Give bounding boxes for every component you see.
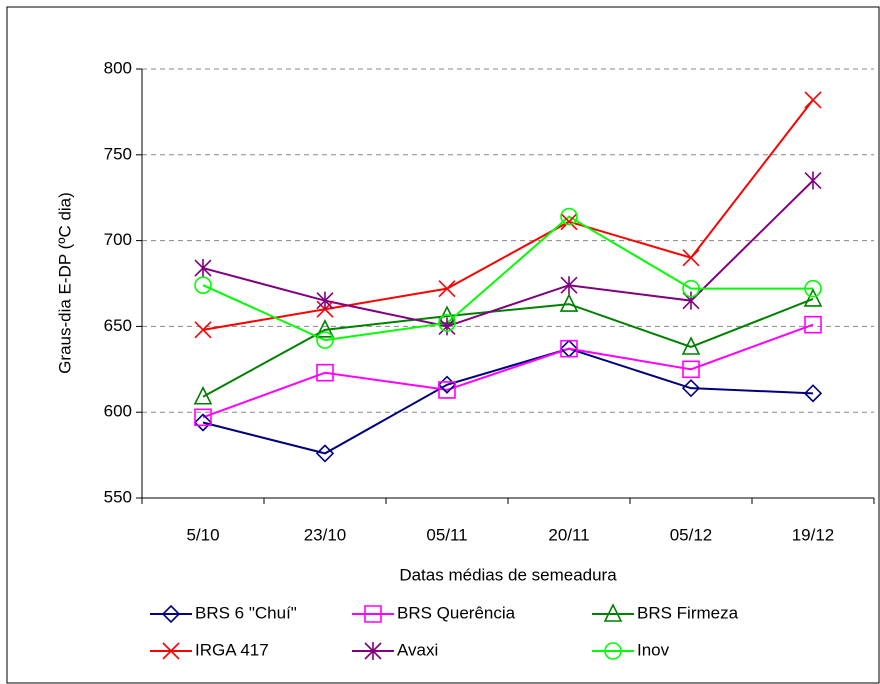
legend-item: Avaxi — [352, 640, 438, 660]
series-line — [202, 99, 814, 331]
marker — [194, 321, 212, 339]
series-line — [202, 215, 813, 342]
y-tick-label: 600 — [104, 402, 132, 421]
marker — [438, 381, 456, 399]
marker — [364, 642, 382, 660]
legend-label: BRS Querência — [397, 603, 516, 622]
marker — [603, 603, 623, 622]
marker — [804, 279, 822, 298]
x-tick-label: 23/10 — [304, 525, 347, 544]
marker — [803, 288, 823, 307]
marker — [194, 259, 212, 278]
legend-item: BRS 6 "Chuí" — [150, 603, 297, 624]
marker — [162, 642, 180, 660]
legend-item: Inov — [592, 640, 670, 660]
marker — [438, 317, 456, 336]
marker — [438, 280, 456, 298]
y-tick-label: 800 — [104, 58, 132, 77]
marker — [315, 319, 335, 338]
marker — [559, 293, 579, 312]
marker — [194, 408, 212, 427]
marker — [682, 249, 700, 267]
marker — [193, 385, 213, 405]
marker — [194, 276, 212, 295]
marker — [193, 413, 213, 432]
marker — [316, 363, 334, 382]
legend-label: Avaxi — [397, 640, 438, 659]
y-tick-label: 700 — [104, 230, 132, 249]
marker — [560, 207, 578, 226]
marker — [560, 276, 578, 295]
marker — [682, 279, 700, 298]
marker — [438, 314, 456, 332]
y-tick-label: 650 — [104, 316, 132, 335]
x-tick-label: 05/12 — [670, 525, 713, 544]
marker — [804, 91, 822, 109]
series-line — [202, 347, 814, 455]
marker — [804, 315, 822, 334]
x-tick-label: 05/11 — [426, 525, 467, 544]
x-tick-label: 5/10 — [186, 525, 219, 544]
marker — [604, 642, 622, 660]
legend-label: Inov — [637, 640, 670, 659]
series-line — [202, 179, 814, 328]
marker — [681, 336, 701, 355]
marker — [682, 360, 700, 379]
marker — [681, 379, 701, 398]
chart-frame — [6, 6, 880, 684]
marker — [560, 213, 578, 231]
marker — [364, 605, 382, 623]
legend-item: IRGA 417 — [150, 640, 269, 660]
legend-item: BRS Firmeza — [592, 603, 739, 622]
legend-label: BRS 6 "Chuí" — [195, 603, 297, 622]
marker — [560, 339, 578, 358]
legend-item: BRS Querência — [352, 603, 516, 623]
marker — [804, 171, 822, 190]
series-line — [202, 323, 814, 419]
x-tick-label: 19/12 — [792, 525, 835, 544]
x-tick-label: 20/11 — [548, 525, 589, 544]
marker — [803, 384, 823, 403]
legend-label: IRGA 417 — [195, 640, 269, 659]
y-tick-label: 550 — [104, 487, 132, 506]
legend-label: BRS Firmeza — [637, 603, 739, 622]
y-axis-title: Graus-dia E-DP (ºC dia) — [55, 192, 74, 374]
x-axis-title: Datas médias de semeadura — [399, 565, 617, 584]
marker — [316, 291, 334, 310]
marker — [315, 444, 335, 463]
marker — [161, 604, 181, 624]
series-line — [202, 298, 814, 398]
y-tick-label: 750 — [104, 144, 132, 163]
marker — [316, 331, 334, 349]
